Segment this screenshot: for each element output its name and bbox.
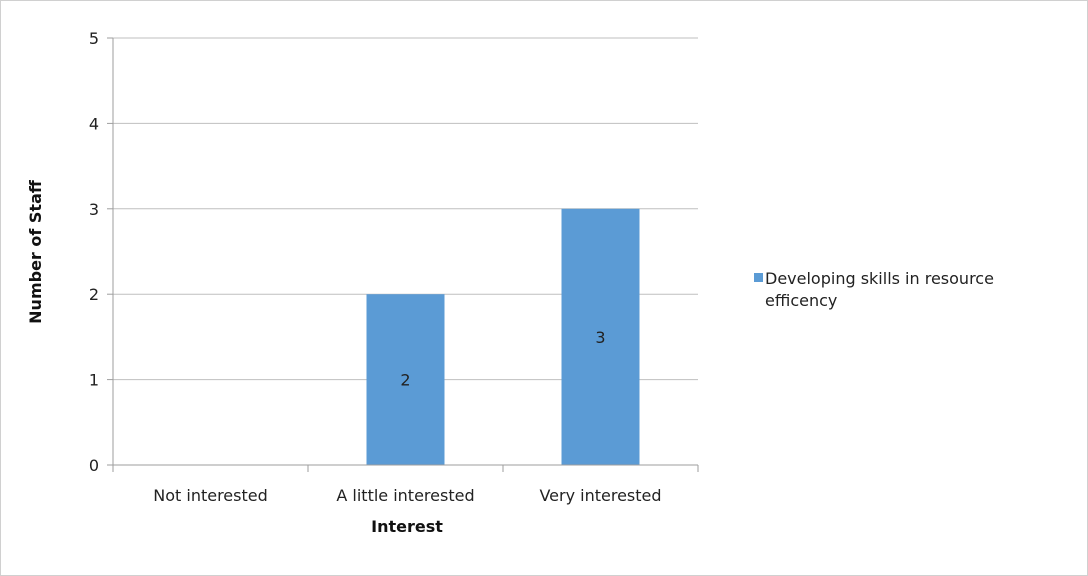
legend-swatch (754, 273, 763, 282)
bar (561, 208, 640, 466)
y-tick-label: 3 (89, 200, 99, 219)
legend: Developing skills in resource efficency (754, 269, 994, 310)
legend-label-line-2: efficency (765, 291, 837, 310)
y-axis-title: Number of Staff (26, 179, 45, 324)
bar-data-label: 3 (595, 328, 605, 347)
y-tick-labels: 0 1 2 3 4 5 (89, 29, 99, 475)
y-tick-label: 2 (89, 285, 99, 304)
x-tick-label: A little interested (336, 486, 474, 505)
x-axis-title: Interest (371, 517, 443, 536)
x-tick-label: Not interested (153, 486, 268, 505)
y-tick-label: 5 (89, 29, 99, 48)
bar (366, 294, 445, 465)
legend-label-line-1: Developing skills in resource (765, 269, 994, 288)
data-labels: 23 (400, 328, 605, 390)
y-tick-label: 0 (89, 456, 99, 475)
y-tick-label: 1 (89, 371, 99, 390)
y-tick-label: 4 (89, 114, 99, 133)
x-tick-labels: Not interested A little interested Very in… (153, 486, 661, 505)
bar-data-label: 2 (400, 371, 410, 390)
axes (107, 37, 699, 472)
bars (366, 208, 640, 466)
x-tick-label: Very interested (539, 486, 661, 505)
